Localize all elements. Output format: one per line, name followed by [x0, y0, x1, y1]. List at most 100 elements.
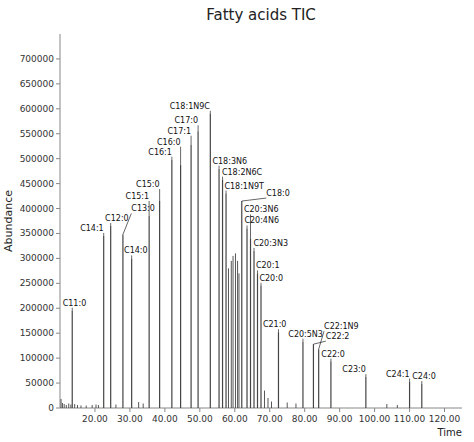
- y-tick-label: 100000: [20, 353, 55, 363]
- annotation: C12:0: [105, 214, 129, 223]
- y-tick-label: 400000: [20, 204, 55, 214]
- y-axis-line: [60, 34, 61, 408]
- annotation: C11:0: [63, 299, 87, 308]
- leader-line: [103, 233, 104, 236]
- leader-line: [313, 341, 325, 344]
- y-tick: [56, 233, 60, 234]
- y-tick: [56, 258, 60, 259]
- leader-line: [219, 166, 220, 169]
- annotation: C16:0: [157, 138, 181, 147]
- peak: [386, 404, 387, 408]
- peak: [267, 398, 268, 408]
- leader-line: [210, 111, 211, 114]
- peak: [64, 404, 65, 408]
- y-tick-label: 650000: [20, 79, 55, 89]
- peak: [180, 165, 181, 408]
- annotations: C11:0C14:1C12:0C13:0C14:0C15:1C15:0C16:1…: [63, 102, 436, 384]
- y-tick: [56, 383, 60, 384]
- peak: [397, 405, 398, 408]
- peak: [66, 405, 67, 408]
- leader-line: [409, 379, 410, 382]
- annotation: C14:0: [124, 246, 148, 255]
- y-tick: [56, 283, 60, 284]
- peak: [287, 403, 288, 408]
- peak: [235, 253, 236, 408]
- y-tick-label: 300000: [20, 253, 55, 263]
- peak: [138, 402, 139, 408]
- peak: [233, 256, 234, 408]
- peak: [218, 169, 219, 408]
- peak: [260, 286, 261, 408]
- peak: [271, 402, 272, 408]
- leader-line: [159, 189, 160, 201]
- y-tick: [56, 333, 60, 334]
- x-tick: [409, 408, 410, 412]
- peak: [250, 238, 251, 408]
- x-tick: [339, 408, 340, 412]
- leader-line: [222, 177, 223, 180]
- leader-line: [365, 374, 366, 377]
- annotation: C24:1: [386, 370, 410, 379]
- y-tick: [56, 308, 60, 309]
- y-axis-label: Abundance: [2, 190, 15, 252]
- leader-line: [171, 157, 172, 160]
- peak: [318, 349, 319, 408]
- leader-line: [123, 213, 131, 234]
- x-tick: [164, 408, 165, 412]
- peak: [62, 403, 63, 408]
- leader-line: [180, 147, 181, 165]
- peak: [72, 311, 73, 408]
- x-tick-label: 110.00: [394, 414, 426, 424]
- peak: [365, 377, 366, 408]
- leader-line: [250, 214, 251, 238]
- peak: [278, 332, 279, 408]
- x-tick-label: 120.00: [429, 414, 461, 424]
- y-tick-label: 350000: [20, 228, 55, 238]
- y-tick: [56, 133, 60, 134]
- peak: [246, 228, 247, 408]
- peak: [264, 391, 265, 408]
- annotation: C18:0: [266, 189, 290, 198]
- peak: [74, 404, 75, 408]
- annotation: C22:2: [326, 332, 350, 341]
- leader-line: [257, 270, 258, 273]
- y-tick: [56, 58, 60, 59]
- y-tick: [56, 108, 60, 109]
- peak: [110, 226, 111, 408]
- leader-line: [191, 136, 192, 145]
- leader-line: [149, 201, 150, 216]
- peak: [115, 405, 116, 408]
- peak: [68, 404, 69, 408]
- peak: [122, 234, 123, 408]
- peak: [143, 404, 144, 408]
- annotation: C23:0: [342, 365, 366, 374]
- peak: [231, 261, 232, 408]
- leader-line: [131, 255, 132, 258]
- x-tick-label: 40.00: [152, 414, 178, 424]
- leader-line: [330, 359, 331, 362]
- x-axis-label: Time: [437, 427, 462, 438]
- y-tick-label: 700000: [20, 54, 55, 64]
- leader-line: [226, 191, 227, 194]
- peak: [302, 342, 303, 408]
- peak: [103, 236, 104, 408]
- annotation: C18:3N6: [212, 157, 247, 166]
- peak: [98, 405, 99, 408]
- leader-line: [72, 308, 73, 311]
- peak: [222, 180, 223, 408]
- peak: [159, 201, 160, 408]
- annotation: C17:0: [175, 116, 199, 125]
- peak: [149, 216, 150, 408]
- annotation: C20:1: [256, 261, 280, 270]
- annotation: C15:0: [136, 180, 160, 189]
- leader-line: [421, 381, 422, 384]
- y-tick-label: 50000: [25, 378, 54, 388]
- annotation: C18:2N6C: [222, 168, 263, 177]
- title: Fatty acids TIC: [206, 6, 316, 24]
- y-tick: [56, 208, 60, 209]
- chart: Fatty acids TIC0500001000001500002000002…: [0, 0, 474, 442]
- peak: [92, 405, 93, 408]
- x-tick-label: 50.00: [187, 414, 213, 424]
- peak: [86, 406, 87, 408]
- annotation: C22:0: [321, 350, 345, 359]
